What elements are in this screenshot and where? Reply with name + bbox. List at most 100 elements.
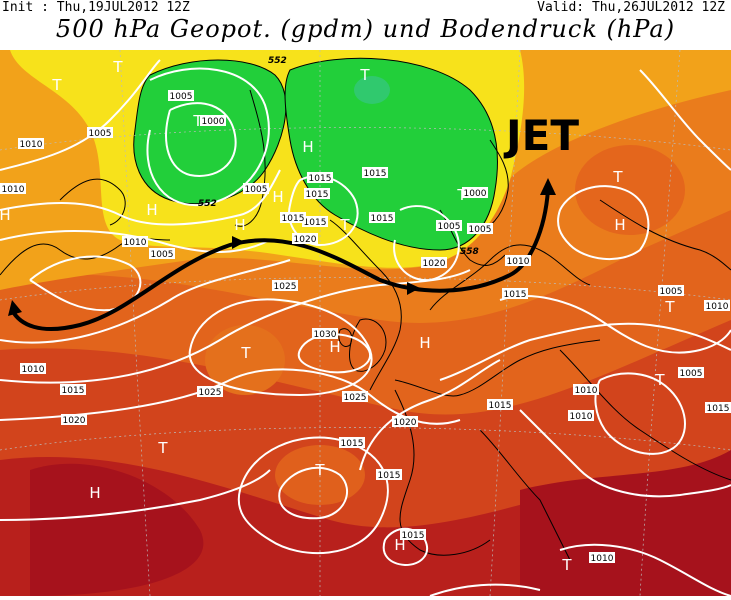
geopot-low-center xyxy=(354,76,390,104)
isobar-label-text: 1025 xyxy=(199,388,222,398)
isobar-label: 1010 xyxy=(704,300,730,312)
isobar-label-bg xyxy=(505,255,531,266)
weather-map: JET T T T T T T T T T T T T T H H H H H H H H H H 1005 1000 1005… xyxy=(0,49,731,597)
high-pressure-center: H xyxy=(614,216,625,234)
isobar-label: 1005 xyxy=(168,90,194,102)
isobar-label-text: 1015 xyxy=(371,214,394,224)
high-pressure-center: H xyxy=(0,206,11,224)
isobar-label: 1005 xyxy=(467,223,493,235)
isobar-label-text: 1010 xyxy=(20,140,43,150)
isobar-label: 1025 xyxy=(272,280,298,292)
isobar-label: 1015 xyxy=(60,384,86,396)
isobar-label-bg xyxy=(0,183,26,194)
low-pressure-center: T xyxy=(240,344,251,362)
isobar-label-bg xyxy=(272,280,298,291)
isobar-label: 1010 xyxy=(0,183,26,195)
isobar-label: 1015 xyxy=(280,212,306,224)
isobar-label-bg xyxy=(678,367,704,378)
isobar-label: 1010 xyxy=(573,384,599,396)
isobar-label-bg xyxy=(61,414,87,425)
low-pressure-center: T xyxy=(192,112,203,130)
isobar-label: 1025 xyxy=(342,391,368,403)
isobar-label: 1005 xyxy=(436,220,462,232)
isobar-label: 1005 xyxy=(658,285,684,297)
isobar-label-text: 1025 xyxy=(344,393,367,403)
pressure-centers: T T T T T T T T T T T T T H H H H H H H H H H xyxy=(0,58,675,574)
isobar-label-bg xyxy=(400,529,426,540)
isobar-label-text: 1010 xyxy=(575,386,598,396)
isobar-label-bg xyxy=(20,363,46,374)
isobar-label-text: 1015 xyxy=(306,190,329,200)
isobar-label: 1015 xyxy=(307,172,333,184)
isobar-label: 1015 xyxy=(502,288,528,300)
isobar-label-bg xyxy=(487,399,513,410)
geopot-low-east xyxy=(284,57,498,251)
isobar-label: 1010 xyxy=(20,363,46,375)
isobar-label-bg xyxy=(302,216,328,227)
geopotential-label: 558 xyxy=(460,247,479,257)
low-pressure-center: T xyxy=(664,298,675,316)
isobar-label-text: 1005 xyxy=(469,225,492,235)
isobar-label: 1030 xyxy=(312,328,338,340)
isobar-label-text: 1015 xyxy=(309,174,332,184)
isobar-label: 1000 xyxy=(200,115,226,127)
valid-time: Valid: Thu,26JUL2012 12Z xyxy=(537,0,725,15)
isobar-label: 1010 xyxy=(122,236,148,248)
isobar-label-bg xyxy=(18,138,44,149)
isobar-label-text: 1015 xyxy=(62,386,85,396)
isobar-label-bg xyxy=(87,127,113,138)
isobar-label-text: 1005 xyxy=(680,369,703,379)
isobar-label-text: 1010 xyxy=(507,257,530,267)
isobar-label-bg xyxy=(339,437,365,448)
isobar-label-text: 1005 xyxy=(89,129,112,139)
isobar-label-bg xyxy=(307,172,333,183)
isobar-label-text: 1010 xyxy=(591,554,614,564)
isobar-label: 1010 xyxy=(589,552,615,564)
low-pressure-center: T xyxy=(654,371,665,389)
high-pressure-center: H xyxy=(272,188,283,206)
isobar-label-bg xyxy=(122,236,148,247)
jet-arrow-mid-1 xyxy=(232,236,245,249)
isobar-label-text: 1015 xyxy=(402,531,425,541)
isobar-label-text: 1025 xyxy=(274,282,297,292)
isobar-label: 1015 xyxy=(369,212,395,224)
geopotential-label: 552 xyxy=(198,199,217,209)
isobar-label: 1020 xyxy=(421,257,447,269)
isobar-label-bg xyxy=(589,552,615,563)
isobar-label-bg xyxy=(704,300,730,311)
isobar-label: 1015 xyxy=(302,216,328,228)
geopotential-label: 552 xyxy=(268,56,287,66)
isobar-label-bg xyxy=(369,212,395,223)
geopot-field-dark-red-3 xyxy=(520,450,731,596)
isobar-label-text: 1020 xyxy=(63,416,86,426)
isobar-label: 1020 xyxy=(61,414,87,426)
jet-label: JET xyxy=(503,111,579,160)
isobar-label-text: 1015 xyxy=(364,169,387,179)
isobar-label-text: 1010 xyxy=(124,238,147,248)
jet-stream: JET xyxy=(8,111,579,331)
isobar-label-bg xyxy=(421,257,447,268)
isobar-label-bg xyxy=(197,386,223,397)
isobar-label-text: 1015 xyxy=(378,471,401,481)
high-pressure-center: H xyxy=(302,138,313,156)
isobar-label-text: 1005 xyxy=(438,222,461,232)
isobar-label-bg xyxy=(705,402,731,413)
isobar-label: 1015 xyxy=(376,469,402,481)
isobar-label: 1015 xyxy=(339,437,365,449)
isobar-label-bg xyxy=(392,416,418,427)
isobar-label-bg xyxy=(362,167,388,178)
isobar-label-text: 1010 xyxy=(2,185,25,195)
isobar-label-text: 1015 xyxy=(707,404,730,414)
warm-core-iberia xyxy=(275,445,365,505)
isobar-label: 1010 xyxy=(568,410,594,422)
isobar-label-bg xyxy=(568,410,594,421)
low-pressure-center: T xyxy=(339,216,350,234)
isobar-label-text: 1015 xyxy=(489,401,512,411)
low-pressure-center: T xyxy=(561,556,572,574)
warm-core-atlantic xyxy=(205,325,285,395)
isobar-label: 1005 xyxy=(243,183,269,195)
isobar-label-text: 1010 xyxy=(570,412,593,422)
isobar-label: 1015 xyxy=(362,167,388,179)
isobar-label: 1025 xyxy=(197,386,223,398)
map-title: 500 hPa Geopot. (gpdm) und Bodendruck (h… xyxy=(55,15,676,43)
